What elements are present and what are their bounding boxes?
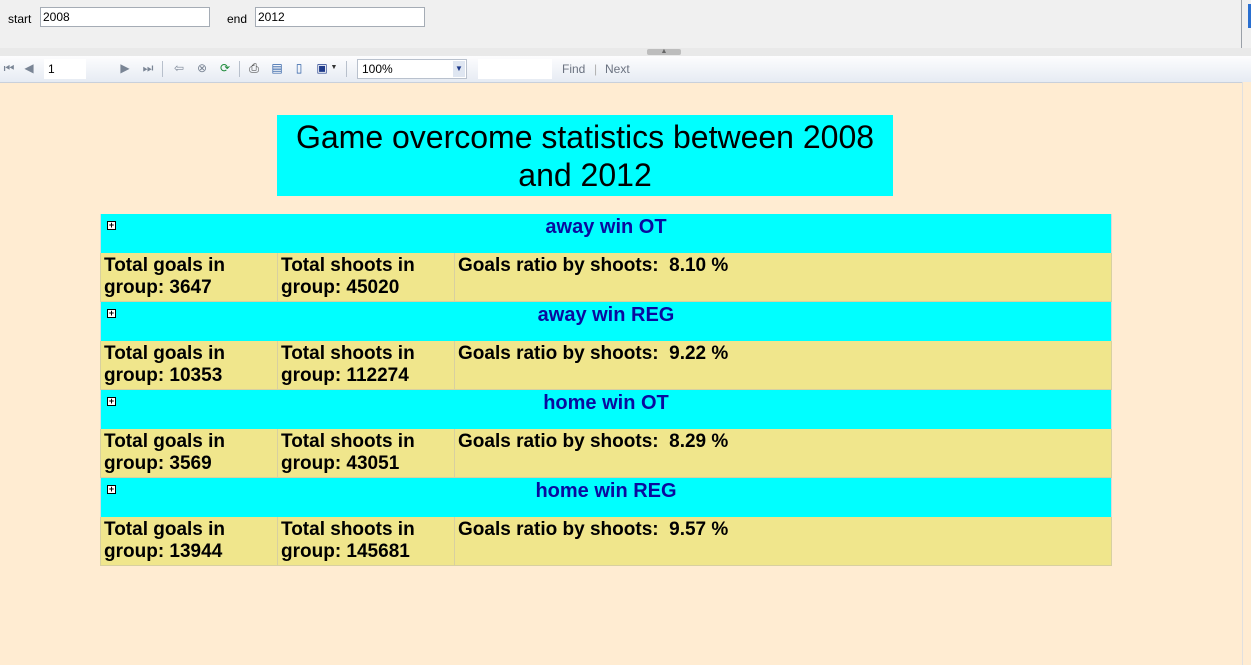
goals-ratio-cell: Goals ratio by shoots: 9.57 % xyxy=(458,519,729,540)
zoom-select[interactable]: 100% ▼ xyxy=(357,59,467,79)
group-row: Total goals in group: 3569 Total shoots … xyxy=(100,429,1112,478)
refresh-icon[interactable]: ⟳ xyxy=(219,61,231,75)
goals-ratio-cell: Goals ratio by shoots: 9.22 % xyxy=(458,343,729,364)
find-button[interactable]: Find xyxy=(562,62,586,76)
stop-icon[interactable]: ⊗ xyxy=(196,61,208,75)
group-title: home win REG xyxy=(535,480,677,502)
export-dropdown-icon[interactable]: ▼ xyxy=(330,64,338,71)
group-header: + home win REG xyxy=(100,478,1112,517)
print-icon[interactable]: ⎙ xyxy=(249,61,259,75)
page-number-input[interactable] xyxy=(44,59,86,79)
goals-ratio-cell: Goals ratio by shoots: 8.10 % xyxy=(458,255,729,276)
start-input[interactable] xyxy=(40,7,210,27)
export-icon[interactable]: ▣ xyxy=(316,61,328,75)
page-setup-icon[interactable]: ▯ xyxy=(295,61,303,75)
group-header: + home win OT xyxy=(100,390,1112,429)
vertical-scrollbar[interactable] xyxy=(1242,82,1251,665)
first-page-icon[interactable]: ⏮ xyxy=(3,61,15,75)
total-goals-cell: Total goals in group: 13944 xyxy=(101,517,278,565)
toolbar-divider xyxy=(162,61,163,77)
group-header: + away win OT xyxy=(100,214,1112,253)
report-toolbar: ⏮ ◀ ▶ ⏭ ⇦ ⊗ ⟳ ⎙ ▤ ▯ ▣ ▼ 100% ▼ Find | Ne… xyxy=(0,56,1251,83)
total-shoots-cell: Total shoots in group: 43051 xyxy=(278,429,455,477)
find-separator: | xyxy=(594,62,598,76)
end-input[interactable] xyxy=(255,7,425,27)
group-header: + away win REG xyxy=(100,302,1112,341)
group-row: Total goals in group: 13944 Total shoots… xyxy=(100,517,1112,566)
collapse-params-button[interactable]: ▲ xyxy=(647,48,681,55)
expand-icon[interactable]: + xyxy=(107,484,116,494)
report-table: + away win OT Total goals in group: 3647… xyxy=(100,214,1112,566)
group-row: Total goals in group: 10353 Total shoots… xyxy=(100,341,1112,390)
toolbar-divider xyxy=(346,61,347,77)
prev-page-icon[interactable]: ◀ xyxy=(24,61,34,75)
end-label: end xyxy=(227,12,248,26)
chevron-down-icon[interactable]: ▼ xyxy=(453,61,465,77)
group-row: Total goals in group: 3647 Total shoots … xyxy=(100,253,1112,302)
report-title: Game overcome statistics between 2008 an… xyxy=(277,115,893,196)
total-goals-cell: Total goals in group: 3569 xyxy=(101,429,278,477)
total-goals-cell: Total goals in group: 10353 xyxy=(101,341,278,389)
total-shoots-cell: Total shoots in group: 112274 xyxy=(278,341,455,389)
expand-icon[interactable]: + xyxy=(107,396,116,406)
group-title: away win OT xyxy=(545,216,667,238)
goals-ratio-cell: Goals ratio by shoots: 8.29 % xyxy=(458,431,729,452)
parameter-splitter[interactable]: ▲ xyxy=(0,48,1251,56)
start-label: start xyxy=(8,12,32,26)
find-input[interactable] xyxy=(478,59,552,79)
back-icon[interactable]: ⇦ xyxy=(173,61,185,75)
toolbar-divider xyxy=(239,61,240,77)
zoom-value: 100% xyxy=(362,62,393,76)
print-layout-icon[interactable]: ▤ xyxy=(271,61,283,75)
next-button[interactable]: Next xyxy=(605,62,630,76)
expand-icon[interactable]: + xyxy=(107,308,116,318)
total-shoots-cell: Total shoots in group: 45020 xyxy=(278,253,455,301)
total-goals-cell: Total goals in group: 3647 xyxy=(101,253,278,301)
parameter-bar: start end xyxy=(0,0,1241,49)
next-page-icon[interactable]: ▶ xyxy=(120,61,130,75)
expand-icon[interactable]: + xyxy=(107,220,116,230)
group-title: away win REG xyxy=(537,304,675,326)
total-shoots-cell: Total shoots in group: 145681 xyxy=(278,517,455,565)
group-title: home win OT xyxy=(543,392,669,414)
last-page-icon[interactable]: ⏭ xyxy=(142,61,154,75)
view-report-button[interactable] xyxy=(1241,0,1251,50)
